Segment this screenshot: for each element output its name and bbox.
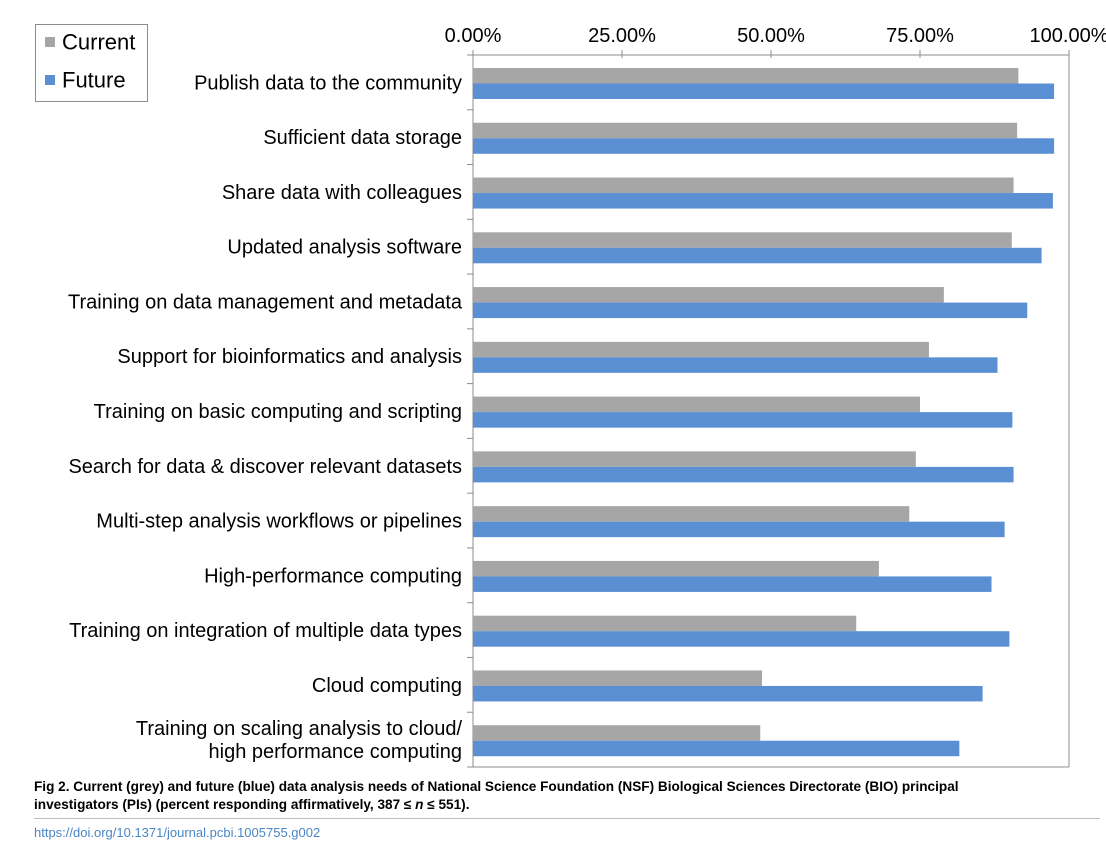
x-tick-label: 25.00% xyxy=(588,25,656,47)
bar-current xyxy=(473,560,879,577)
bar-current xyxy=(473,615,857,632)
category-label: Training on integration of multiple data… xyxy=(69,620,462,642)
category-label: High-performance computing xyxy=(204,565,462,587)
bar-future xyxy=(473,83,1055,99)
bar-future xyxy=(473,247,1042,264)
category-label: high performance computing xyxy=(209,741,462,763)
x-tick-label: 75.00% xyxy=(886,25,954,47)
bar-current xyxy=(473,506,910,522)
bar-future xyxy=(473,740,960,757)
bar-current xyxy=(473,341,929,358)
bar-current xyxy=(473,232,1012,248)
bar-current xyxy=(473,396,920,413)
bar-future xyxy=(473,193,1053,209)
category-label: Training on data management and metadata xyxy=(68,291,463,313)
legend-label: Current xyxy=(62,30,135,55)
figure-caption: Fig 2. Current (grey) and future (blue) … xyxy=(34,778,1094,814)
bar-current xyxy=(473,451,916,467)
legend-swatch xyxy=(45,75,55,85)
category-label: Publish data to the community xyxy=(194,72,462,94)
bar-future xyxy=(473,302,1028,319)
bar-future xyxy=(473,576,992,592)
bar-current xyxy=(473,725,761,741)
bar-chart: 0.00% 25.00% 50.00% 75.00% 100.00% Publish da… xyxy=(35,24,1106,768)
bar-future xyxy=(473,631,1010,647)
bar-future xyxy=(473,685,983,702)
bar-current xyxy=(473,670,763,686)
doi-link[interactable]: https://doi.org/10.1371/journal.pcbi.100… xyxy=(34,825,321,840)
category-label: Multi-step analysis workflows or pipelin… xyxy=(96,511,462,533)
category-label: Sufficient data storage xyxy=(263,127,462,149)
bar-current xyxy=(473,287,944,303)
x-tick-label: 100.00% xyxy=(1030,25,1106,47)
x-tick-label: 0.00% xyxy=(445,25,502,47)
caption-divider xyxy=(34,818,1100,819)
x-tick-label: 50.00% xyxy=(737,25,805,47)
bar-future xyxy=(473,138,1055,154)
legend-label: Future xyxy=(62,68,126,93)
category-label: Support for bioinformatics and analysis xyxy=(117,346,462,368)
bar-future xyxy=(473,412,1013,428)
bar-future xyxy=(473,521,1005,538)
category-label: Training on basic computing and scriptin… xyxy=(94,401,462,423)
category-label: Share data with colleagues xyxy=(222,182,462,204)
category-label: Updated analysis software xyxy=(227,237,462,259)
category-label: Training on scaling analysis to cloud/ xyxy=(136,718,463,740)
caption-line-2-prefix: investigators (PIs) (percent responding … xyxy=(34,797,416,812)
caption-line-2-suffix: ≤ 551). xyxy=(423,797,470,812)
bar-current xyxy=(473,177,1014,194)
bar-current xyxy=(473,68,1019,84)
bar-future xyxy=(473,466,1014,483)
bar-future xyxy=(473,357,998,373)
caption-line-1: Fig 2. Current (grey) and future (blue) … xyxy=(34,779,959,794)
category-label: Cloud computing xyxy=(312,675,462,697)
legend-swatch xyxy=(45,37,55,47)
bar-current xyxy=(473,122,1018,139)
caption-n-variable: n xyxy=(415,797,424,812)
category-label: Search for data & discover relevant data… xyxy=(68,456,462,478)
